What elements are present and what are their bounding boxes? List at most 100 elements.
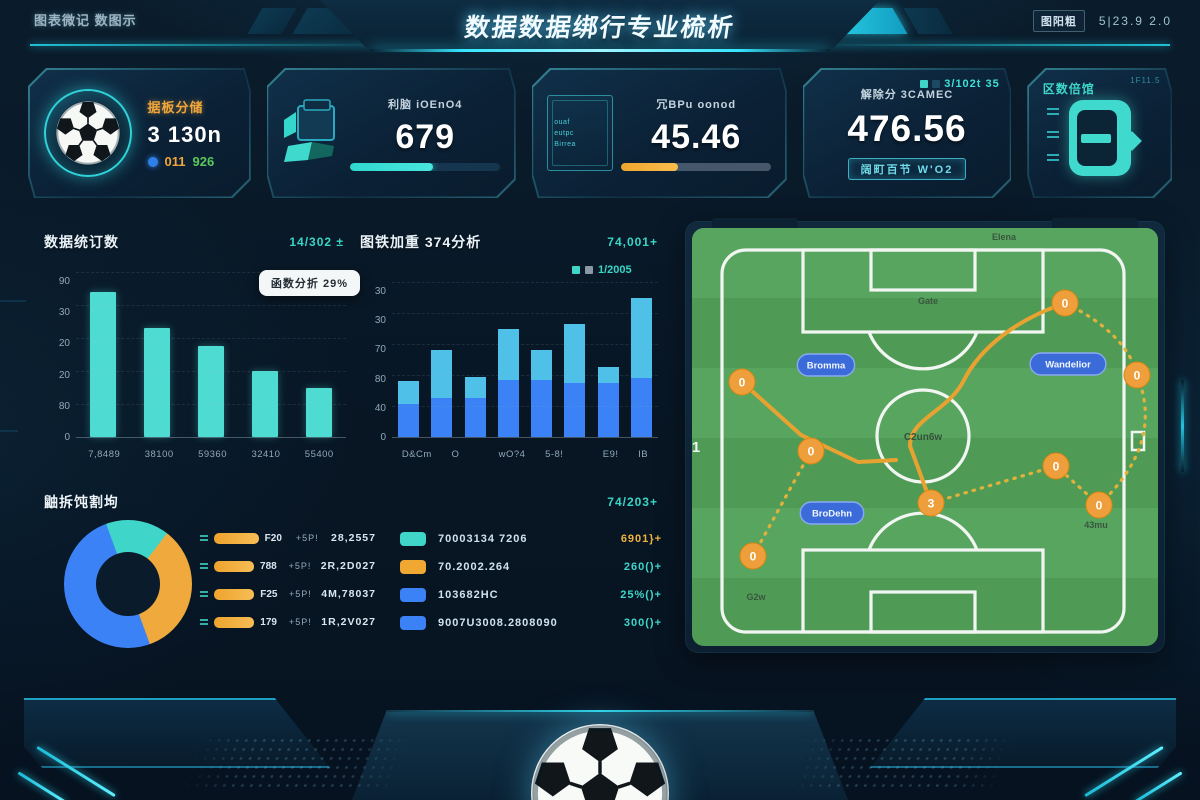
device-bar	[1081, 134, 1111, 143]
stats-list-row[interactable]: 70.2002.264 260()+	[400, 558, 662, 576]
tick-marks-icon	[200, 591, 208, 597]
bar[interactable]	[252, 371, 278, 437]
bar-segment-bottom	[431, 398, 453, 437]
gridline	[76, 305, 346, 306]
gridline	[392, 344, 658, 345]
tick-marks-icon	[200, 563, 208, 569]
donut-chart[interactable]	[64, 520, 192, 648]
donut-right-label[interactable]: 74/203+	[607, 495, 658, 509]
row-label: 788	[260, 560, 277, 572]
card3-progress	[621, 163, 771, 171]
donut-legend-row[interactable]: F20 +5P! 28,2557	[200, 528, 376, 548]
x-tick: 5-8!	[545, 449, 564, 460]
player-marker[interactable]: 0	[739, 542, 767, 570]
corner-slash-left-2	[17, 771, 67, 800]
stat-card-2: 利脑 iOEnO4 679	[268, 70, 514, 197]
chart2-y-axis: 30 30 70 80 40 0	[360, 282, 386, 443]
stacked-bar[interactable]	[464, 282, 486, 437]
chart1-right-label[interactable]: 14/302 ±	[289, 235, 344, 249]
bar-segment-bottom	[564, 382, 586, 437]
gridline	[76, 272, 346, 273]
dark-square-icon	[932, 80, 940, 88]
chart2-right-label[interactable]: 74,001+	[607, 235, 658, 249]
title-panel: 数据数据绑行专业梳析	[320, 0, 880, 52]
stats-list-row[interactable]: 70003134 7206 6901}+	[400, 530, 662, 548]
donut-legend-row[interactable]: 788 +5P! 2R,2D027	[200, 556, 376, 576]
stacked-bar[interactable]	[531, 282, 553, 437]
stacked-bar[interactable]	[597, 282, 619, 437]
chart2-title: 图铁加重 374分析	[360, 234, 482, 250]
chart2-plot-area	[392, 282, 658, 438]
x-tick: IB	[638, 449, 649, 460]
player-marker[interactable]: 0	[797, 437, 825, 465]
card1-substats: 011 926	[148, 154, 223, 169]
card3-icon-line3: Birrea	[554, 140, 576, 148]
stat-card-5-frame: 区数倍馆 1F11.5	[1027, 68, 1172, 198]
x-tick: D&Cm	[401, 449, 432, 460]
teal-square-icon	[920, 80, 928, 88]
header-divider-left	[30, 44, 460, 46]
stacked-bar[interactable]	[630, 282, 652, 437]
player-marker[interactable]: 0	[1085, 491, 1113, 519]
chart1: 函数分折 29% 90 30 20 20 80 0 7,8489 38100 59360 324…	[44, 270, 360, 460]
donut-legend-row[interactable]: F25 +5P! 4M,78037	[200, 584, 376, 604]
stacked-bar[interactable]	[497, 282, 519, 437]
stat-cards-row: 据板分储 3 130n 011 926	[28, 68, 1172, 198]
field-label: 43mu	[1084, 520, 1108, 530]
gridline	[76, 371, 346, 372]
card3-value: 45.46	[651, 117, 742, 156]
stats-list-row[interactable]: 103682HC 25%()+	[400, 586, 662, 604]
chart2-legend-label: 1/2005	[598, 264, 632, 276]
tick-marks-icon	[200, 619, 208, 625]
field-label: G2w	[746, 592, 766, 602]
card2-label: 利脑 iOEnO4	[388, 98, 463, 111]
player-marker[interactable]: 0	[1123, 361, 1151, 389]
player-marker[interactable]: 0	[728, 368, 756, 396]
stacked-bar[interactable]	[398, 282, 420, 437]
stacked-bar[interactable]	[564, 282, 586, 437]
stacked-bar[interactable]	[431, 282, 453, 437]
player-badge[interactable]: Bromma	[796, 353, 856, 377]
header-chip[interactable]: 图阳粗	[1032, 10, 1085, 32]
bar-segment-top	[464, 376, 486, 399]
card4-badge-text: 3/102t 35	[944, 77, 1000, 90]
bar[interactable]	[306, 387, 332, 437]
y-tick: 30	[374, 315, 386, 327]
gridline	[392, 375, 658, 376]
y-tick: 90	[58, 276, 70, 287]
bar-segment-bottom	[630, 378, 652, 437]
card2-progress-fill	[350, 163, 433, 171]
bar-segment-bottom	[497, 379, 519, 437]
row-value: 300()+	[623, 617, 662, 629]
player-badge[interactable]: Wandelior	[1029, 352, 1107, 376]
bar-segment-top	[630, 297, 652, 379]
stat-card-3: ouaf eutpc Birrea 冗BPu oonod 45.46	[533, 70, 785, 197]
y-tick: 70	[374, 344, 386, 356]
device-chat-icon	[1063, 100, 1137, 176]
card2-value: 679	[395, 117, 456, 156]
value-pill	[214, 588, 255, 600]
card4-pill[interactable]: 阔町百节 W'O2	[848, 158, 967, 180]
y-tick: 80	[58, 400, 70, 412]
field-markers: 0 0 0 0 3 0 0 0	[728, 289, 1151, 570]
player-badge[interactable]: BroDehn	[799, 501, 865, 525]
stats-list-row[interactable]: 9007U3008.2808090 300()+	[400, 614, 662, 632]
donut-legend-row[interactable]: 179 +5P! 1R,2V027	[200, 612, 376, 632]
svg-text:0: 0	[1053, 460, 1060, 474]
panel-tab-right	[1052, 218, 1138, 230]
footer-wing-left	[24, 698, 330, 768]
player-marker[interactable]: 0	[1042, 452, 1070, 480]
football-field[interactable]: Bromma Wandelior BroDehn 0 0 0 0 3 0 0 0 Elena Gat…	[686, 222, 1164, 652]
bar[interactable]	[90, 291, 116, 437]
player-marker[interactable]: 3	[917, 489, 945, 517]
x-tick: wO?4	[498, 449, 526, 460]
y-tick: 30	[58, 307, 70, 319]
bar[interactable]	[198, 346, 224, 437]
header-deco-left-2	[247, 8, 297, 34]
player-marker[interactable]: 0	[1051, 289, 1079, 317]
row-label: 179	[260, 616, 277, 628]
donut-hole	[96, 552, 160, 616]
bar[interactable]	[144, 328, 170, 437]
